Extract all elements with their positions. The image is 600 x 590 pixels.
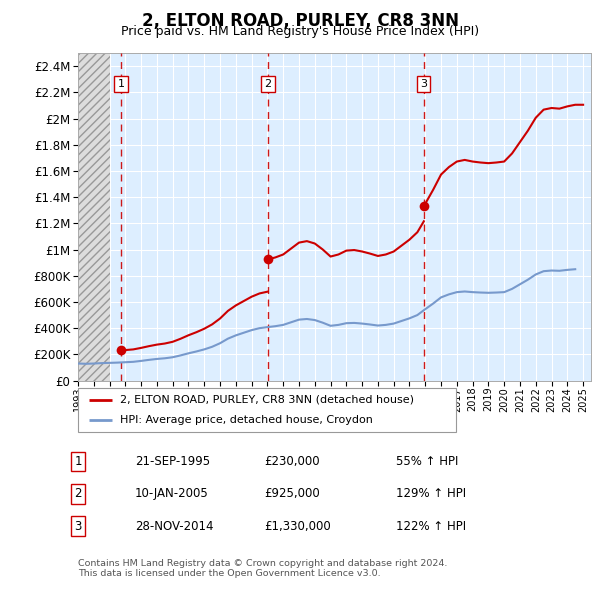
Text: Contains HM Land Registry data © Crown copyright and database right 2024.: Contains HM Land Registry data © Crown c… (78, 559, 448, 568)
Text: This data is licensed under the Open Government Licence v3.0.: This data is licensed under the Open Gov… (78, 569, 380, 578)
Text: £230,000: £230,000 (264, 455, 320, 468)
Text: 3: 3 (74, 520, 82, 533)
Text: 2, ELTON ROAD, PURLEY, CR8 3NN: 2, ELTON ROAD, PURLEY, CR8 3NN (142, 12, 458, 30)
Text: 2: 2 (74, 487, 82, 500)
Text: 2, ELTON ROAD, PURLEY, CR8 3NN (detached house): 2, ELTON ROAD, PURLEY, CR8 3NN (detached… (119, 395, 413, 405)
Text: 1: 1 (118, 79, 124, 89)
Text: 21-SEP-1995: 21-SEP-1995 (135, 455, 210, 468)
Text: 3: 3 (421, 79, 427, 89)
Text: £1,330,000: £1,330,000 (264, 520, 331, 533)
Text: 122% ↑ HPI: 122% ↑ HPI (396, 520, 466, 533)
Text: 10-JAN-2005: 10-JAN-2005 (135, 487, 209, 500)
Text: 129% ↑ HPI: 129% ↑ HPI (396, 487, 466, 500)
Text: 28-NOV-2014: 28-NOV-2014 (135, 520, 214, 533)
Text: £925,000: £925,000 (264, 487, 320, 500)
Text: Price paid vs. HM Land Registry's House Price Index (HPI): Price paid vs. HM Land Registry's House … (121, 25, 479, 38)
Text: 55% ↑ HPI: 55% ↑ HPI (396, 455, 458, 468)
Bar (78, 53, 110, 381)
Text: 1: 1 (74, 455, 82, 468)
Text: HPI: Average price, detached house, Croydon: HPI: Average price, detached house, Croy… (119, 415, 373, 425)
Text: 2: 2 (265, 79, 271, 89)
